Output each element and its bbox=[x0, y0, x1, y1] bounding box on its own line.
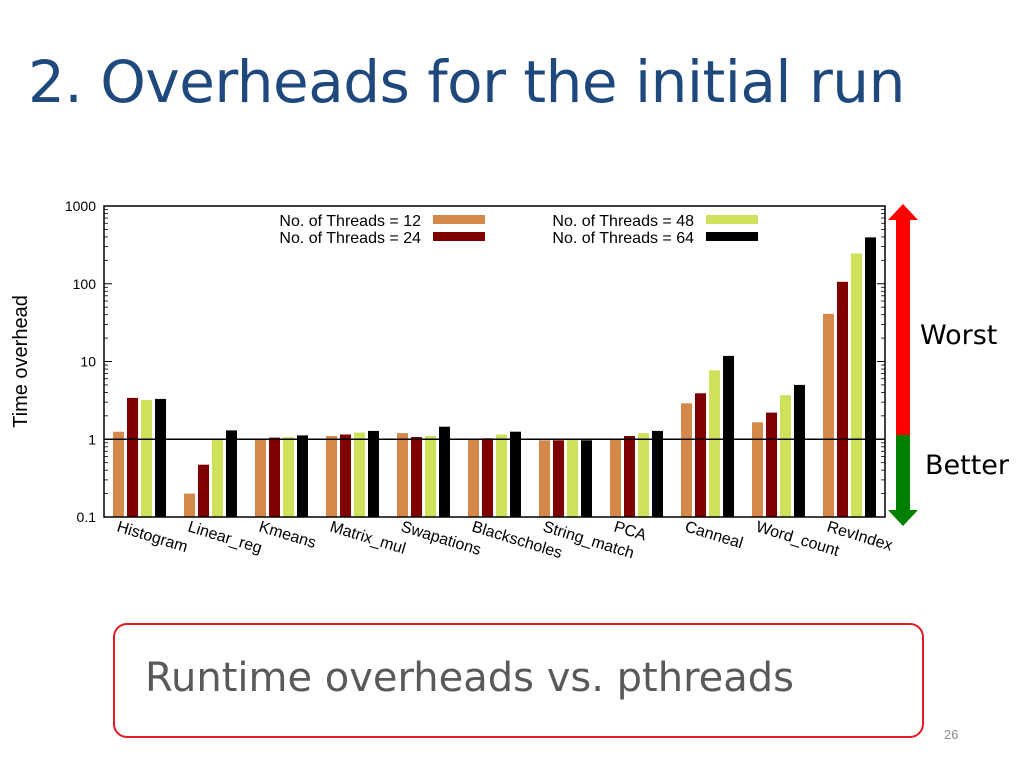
bar-revindex-series-4 bbox=[865, 237, 876, 517]
bar-word_count-series-1 bbox=[752, 422, 763, 517]
bar-canneal-series-1 bbox=[681, 403, 692, 517]
bar-string_match-series-3 bbox=[567, 439, 578, 518]
legend-label-series-4: No. of Threads = 64 bbox=[552, 230, 694, 247]
better-arrow-icon bbox=[888, 435, 918, 526]
bar-matrix_mul-series-1 bbox=[326, 436, 337, 517]
bar-blackscholes-series-2 bbox=[482, 438, 493, 517]
y-tick-label: 0.1 bbox=[77, 509, 97, 525]
bar-swapations-series-3 bbox=[425, 436, 436, 517]
slide-number: 26 bbox=[944, 727, 959, 742]
y-tick-label: 1 bbox=[88, 431, 96, 447]
bar-revindex-series-1 bbox=[823, 313, 834, 517]
y-tick-label: 100 bbox=[73, 276, 97, 292]
bar-pca-series-4 bbox=[652, 430, 663, 517]
bar-canneal-series-4 bbox=[723, 355, 734, 517]
bar-kmeans-series-1 bbox=[255, 439, 266, 518]
bar-swapations-series-2 bbox=[411, 437, 422, 517]
x-tick-label: Linear_reg bbox=[186, 519, 264, 558]
slide-title: 2. Overheads for the initial run bbox=[28, 48, 905, 116]
y-tick-label: 10 bbox=[80, 354, 96, 370]
bar-kmeans-series-3 bbox=[283, 437, 294, 517]
bar-pca-series-3 bbox=[638, 433, 649, 517]
x-tick-label: Matrix_mul bbox=[328, 519, 408, 558]
x-tick-label: Swapations bbox=[399, 519, 483, 559]
bar-canneal-series-2 bbox=[695, 393, 706, 517]
overhead-bar-chart: 0.1 1 10 100 1000 Time overhead HistogramLinea… bbox=[10, 198, 918, 562]
legend-swatch-series-3 bbox=[706, 215, 758, 224]
legend-swatch-series-4 bbox=[706, 232, 758, 241]
bar-word_count-series-4 bbox=[794, 384, 805, 517]
bar-canneal-series-3 bbox=[709, 370, 720, 517]
x-tick-label: Canneal bbox=[683, 519, 745, 553]
bar-matrix_mul-series-4 bbox=[368, 430, 379, 517]
bar-linear_reg-series-1 bbox=[184, 493, 195, 517]
x-tick-label: Histogram bbox=[115, 519, 190, 557]
bar-kmeans-series-2 bbox=[269, 437, 280, 517]
bar-blackscholes-series-4 bbox=[510, 431, 521, 517]
y-tick-label: 1000 bbox=[65, 198, 96, 214]
legend-swatch-series-2 bbox=[433, 232, 485, 241]
bar-string_match-series-4 bbox=[581, 440, 592, 517]
legend-label-series-1: No. of Threads = 12 bbox=[279, 213, 421, 230]
y-axis-label: Time overhead bbox=[10, 295, 32, 428]
bar-linear_reg-series-3 bbox=[212, 439, 223, 518]
bar-revindex-series-2 bbox=[837, 281, 848, 517]
better-label: Better bbox=[925, 450, 1010, 481]
bar-linear_reg-series-2 bbox=[198, 464, 209, 517]
callout-text: Runtime overheads vs. pthreads bbox=[145, 655, 794, 701]
bar-swapations-series-1 bbox=[397, 433, 408, 517]
legend-label-series-2: No. of Threads = 24 bbox=[279, 230, 421, 247]
bar-string_match-series-1 bbox=[539, 440, 550, 517]
bar-word_count-series-3 bbox=[780, 395, 791, 517]
bar-histogram-series-3 bbox=[141, 400, 152, 517]
bar-histogram-series-1 bbox=[113, 431, 124, 517]
bar-matrix_mul-series-2 bbox=[340, 434, 351, 517]
bar-linear_reg-series-4 bbox=[226, 430, 237, 517]
callout-box: Runtime overheads vs. pthreads bbox=[113, 623, 924, 738]
bar-pca-series-1 bbox=[610, 439, 621, 518]
worst-label: Worst bbox=[920, 320, 998, 351]
legend-swatch-series-1 bbox=[433, 215, 485, 224]
bar-blackscholes-series-1 bbox=[468, 439, 479, 518]
legend-label-series-3: No. of Threads = 48 bbox=[552, 213, 694, 230]
bar-revindex-series-3 bbox=[851, 253, 862, 517]
bar-blackscholes-series-3 bbox=[496, 434, 507, 517]
worst-arrow-icon bbox=[888, 204, 918, 435]
bar-swapations-series-4 bbox=[439, 426, 450, 517]
bar-matrix_mul-series-3 bbox=[354, 432, 365, 517]
bar-pca-series-2 bbox=[624, 436, 635, 517]
bar-kmeans-series-4 bbox=[297, 435, 308, 517]
bar-histogram-series-4 bbox=[155, 398, 166, 517]
bar-string_match-series-2 bbox=[553, 440, 564, 517]
x-tick-label: Kmeans bbox=[257, 519, 318, 552]
bar-histogram-series-2 bbox=[127, 397, 138, 517]
bar-word_count-series-2 bbox=[766, 412, 777, 517]
